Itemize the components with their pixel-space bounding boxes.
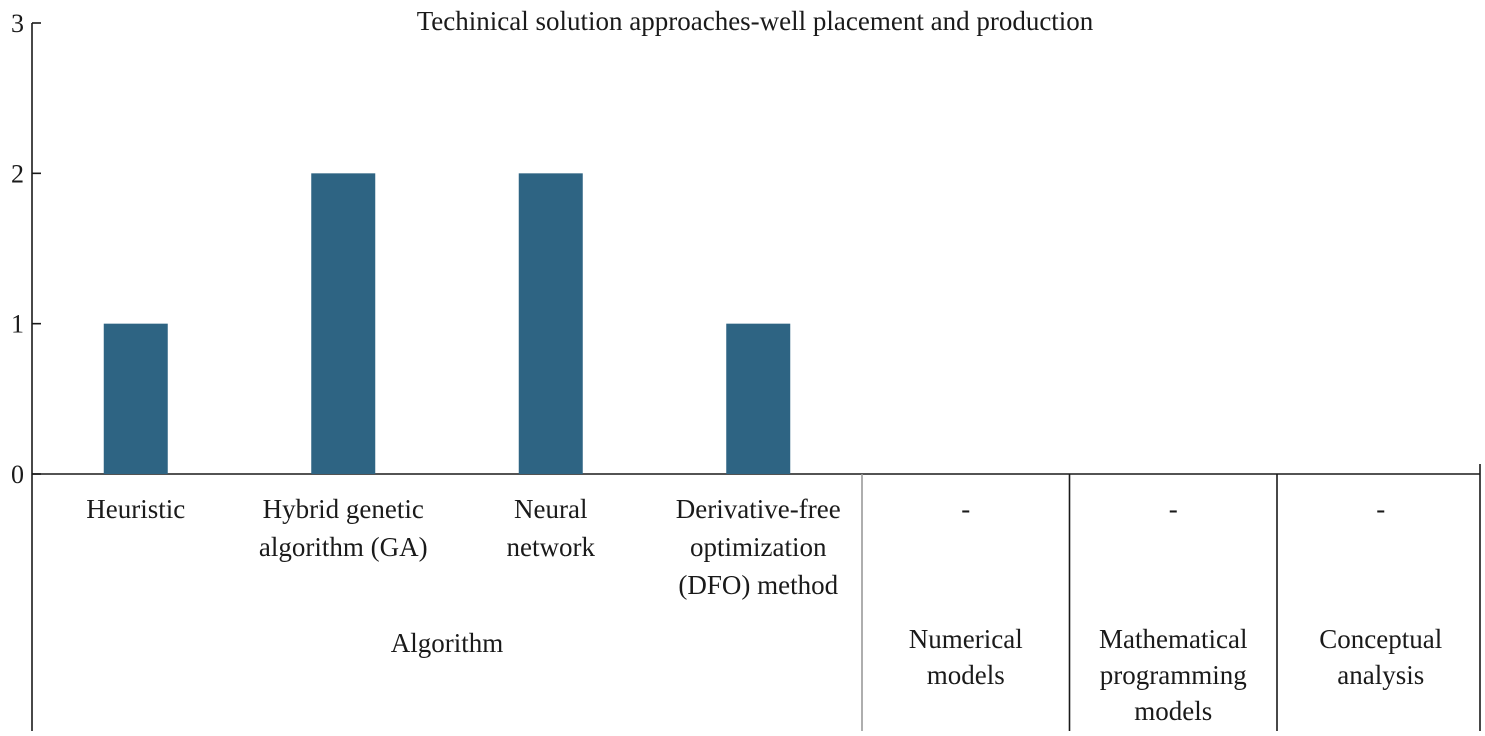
group-label: Algorithm: [391, 628, 504, 658]
group-label: models: [927, 660, 1005, 690]
axes: 0 1 2 3: [11, 9, 1481, 731]
y-tick-label: 1: [11, 310, 24, 339]
y-tick-label: 0: [11, 460, 24, 489]
group-label: Numerical: [909, 624, 1023, 654]
bar: [726, 323, 791, 474]
category-label: (DFO) method: [678, 570, 838, 600]
y-tick-label: 2: [11, 159, 24, 188]
category-label: -: [1169, 494, 1178, 524]
y-tick-label: 3: [11, 9, 24, 38]
bar: [103, 323, 168, 474]
bar: [518, 173, 583, 475]
category-labels: Heuristic Hybrid genetic algorithm (GA) Neu…: [86, 494, 1385, 600]
category-label: algorithm (GA): [259, 532, 428, 562]
chart-title: Techinical solution approaches-well plac…: [417, 6, 1094, 36]
category-label: -: [961, 494, 970, 524]
category-label: Hybrid genetic: [263, 494, 424, 524]
group-label: analysis: [1337, 660, 1424, 690]
category-label: Heuristic: [86, 494, 185, 524]
category-label: optimization: [690, 532, 827, 562]
category-label: -: [1376, 494, 1385, 524]
category-label: network: [507, 532, 596, 562]
group-label: Conceptual: [1319, 624, 1442, 654]
group-labels: Algorithm Numerical models Mathematical prog…: [391, 624, 1442, 726]
bar: [311, 173, 376, 475]
bars-group: [103, 173, 791, 475]
category-label: Neural: [514, 494, 587, 524]
category-label: Derivative-free: [676, 494, 841, 524]
group-label: Mathematical: [1099, 624, 1247, 654]
group-label: models: [1134, 696, 1212, 726]
group-label: programming: [1100, 660, 1247, 690]
